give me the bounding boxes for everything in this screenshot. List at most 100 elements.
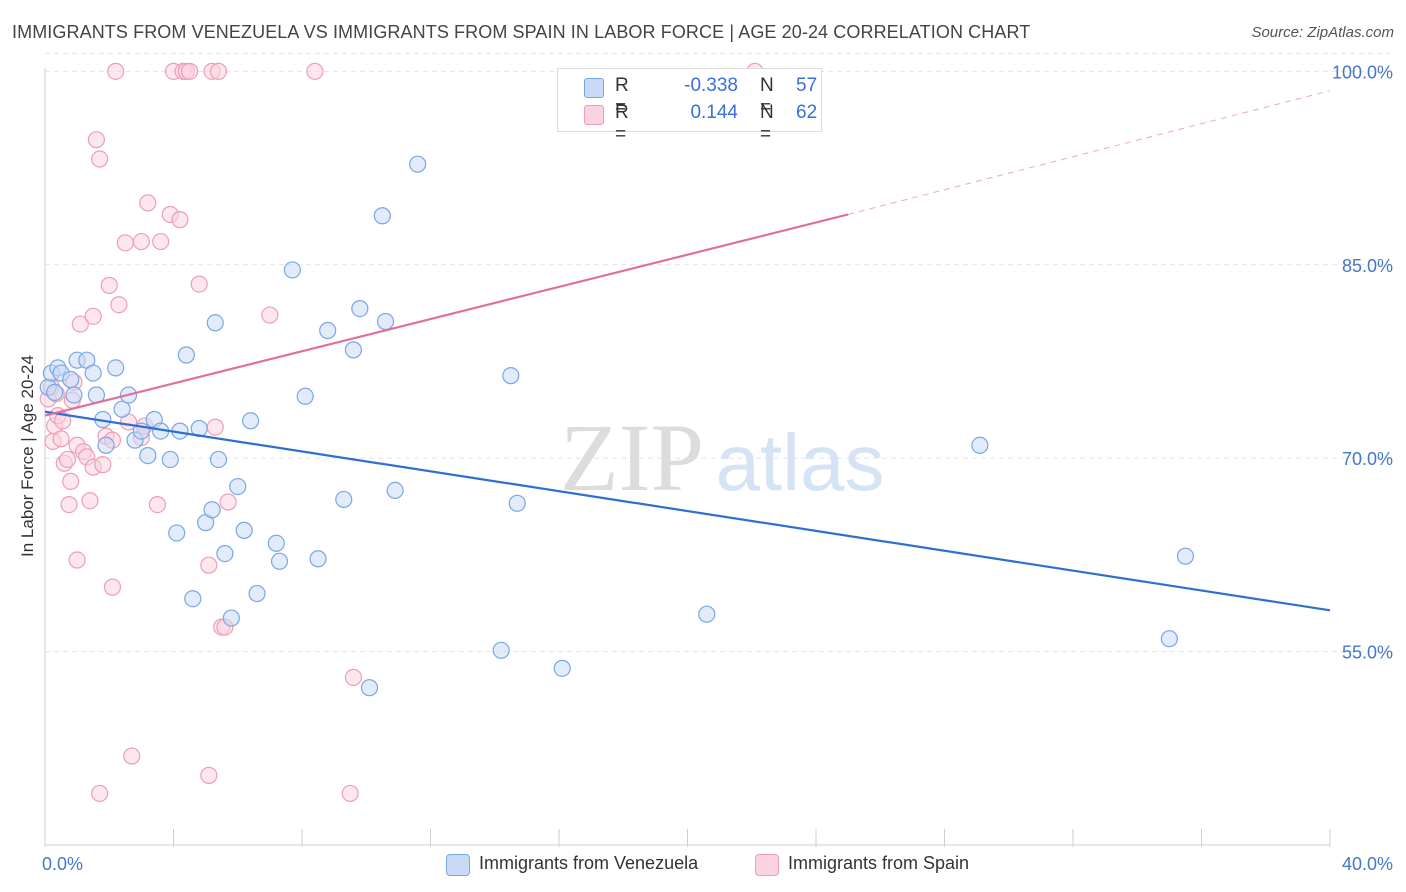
trend-line-spain-dashed [848, 90, 1331, 215]
axes [44, 68, 1331, 847]
point-venezuela [242, 412, 260, 430]
legend-n-label: N = [760, 75, 774, 118]
point-venezuela [113, 400, 131, 418]
legend-n-label: N = [760, 102, 774, 145]
point-venezuela [296, 387, 314, 405]
point-venezuela [84, 364, 102, 382]
point-venezuela [107, 359, 125, 377]
point-venezuela [97, 436, 115, 454]
point-spain [200, 766, 218, 784]
point-venezuela [971, 436, 989, 454]
point-spain [58, 450, 77, 469]
x-tick-label: 40.0% [1342, 854, 1393, 874]
point-venezuela [161, 450, 179, 469]
watermark-atlas: atlas [716, 418, 885, 507]
point-spain [81, 492, 99, 510]
y-axis-label: In Labor Force | Age 20-24 [18, 355, 37, 557]
point-venezuela [283, 261, 301, 279]
legend-r-value: 0.144 [690, 102, 738, 123]
point-venezuela [698, 605, 716, 623]
watermark: ZIP atlas [560, 404, 884, 511]
y-tick-label: 100.0% [1332, 62, 1393, 82]
point-spain [60, 495, 78, 514]
point-venezuela [235, 521, 253, 539]
point-venezuela [65, 386, 83, 404]
point-venezuela [360, 679, 379, 697]
point-venezuela [409, 155, 427, 173]
point-spain [139, 194, 157, 212]
legend-n-value: 57 [796, 75, 818, 96]
point-spain [206, 418, 224, 436]
bottom-legend-label-spain: Immigrants from Spain [788, 853, 970, 873]
point-venezuela [309, 550, 327, 568]
point-venezuela [267, 534, 285, 552]
point-spain [341, 784, 359, 803]
point-venezuela [139, 446, 157, 465]
point-venezuela [1160, 630, 1178, 648]
point-spain [107, 62, 125, 80]
point-venezuela [386, 481, 404, 500]
point-venezuela [335, 490, 353, 509]
point-spain [209, 62, 228, 80]
point-spain [306, 62, 324, 80]
bottom-legend-label-venezuela: Immigrants from Venezuela [479, 853, 699, 873]
grid-lines [45, 52, 1390, 653]
point-venezuela [1176, 547, 1195, 565]
point-spain [148, 495, 167, 514]
point-spain [52, 430, 70, 448]
point-spain [152, 232, 170, 251]
point-spain [87, 131, 106, 149]
point-spain [103, 578, 122, 596]
point-venezuela [248, 584, 266, 603]
point-spain [94, 456, 112, 474]
trend-lines [44, 90, 1331, 612]
point-venezuela [373, 207, 391, 225]
point-spain [219, 493, 237, 511]
point-venezuela [270, 552, 289, 570]
x-tick-label: 0.0% [42, 854, 83, 874]
point-venezuela [222, 609, 240, 627]
stats-legend: R = -0.338 N = 57 R = 0.144 N = 62 [557, 68, 822, 145]
point-venezuela [62, 370, 80, 389]
point-spain [110, 296, 128, 314]
y-tick-label: 70.0% [1342, 449, 1393, 469]
point-venezuela [177, 346, 195, 364]
point-spain [62, 472, 80, 490]
point-venezuela [502, 367, 520, 385]
legend-swatch-spain [584, 105, 604, 125]
point-venezuela [168, 524, 186, 542]
point-spain [71, 315, 89, 333]
source-label: Source: ZipAtlas.com [1251, 24, 1394, 41]
legend-n-value: 62 [796, 102, 818, 123]
tick-labels: 55.0% 70.0% 85.0% 100.0% 0.0% 40.0% [42, 62, 1393, 874]
point-spain [116, 234, 134, 252]
point-spain [91, 150, 109, 168]
bottom-legend-swatch-spain [755, 854, 779, 876]
legend-r-label: R = [615, 75, 629, 118]
legend-r-value: -0.338 [684, 75, 738, 96]
point-spain [200, 556, 218, 574]
point-spain [261, 306, 279, 324]
point-venezuela [508, 494, 526, 512]
point-venezuela [216, 544, 234, 563]
point-spain [132, 232, 150, 251]
point-venezuela [184, 590, 202, 608]
point-venezuela [344, 341, 362, 359]
point-venezuela [229, 477, 247, 496]
legend-r-label: R = [615, 102, 629, 145]
point-spain [68, 551, 86, 569]
point-venezuela [492, 641, 510, 659]
point-venezuela [319, 321, 337, 340]
point-spain [190, 275, 208, 293]
point-spain [84, 307, 102, 325]
point-venezuela [376, 312, 395, 331]
point-spain [54, 412, 72, 430]
legend-swatch-venezuela [584, 78, 604, 98]
point-venezuela [351, 299, 369, 318]
point-venezuela [209, 450, 228, 469]
y-tick-label: 55.0% [1342, 643, 1393, 663]
point-spain [123, 747, 141, 765]
point-venezuela [553, 659, 571, 677]
trend-line-spain [44, 213, 849, 417]
